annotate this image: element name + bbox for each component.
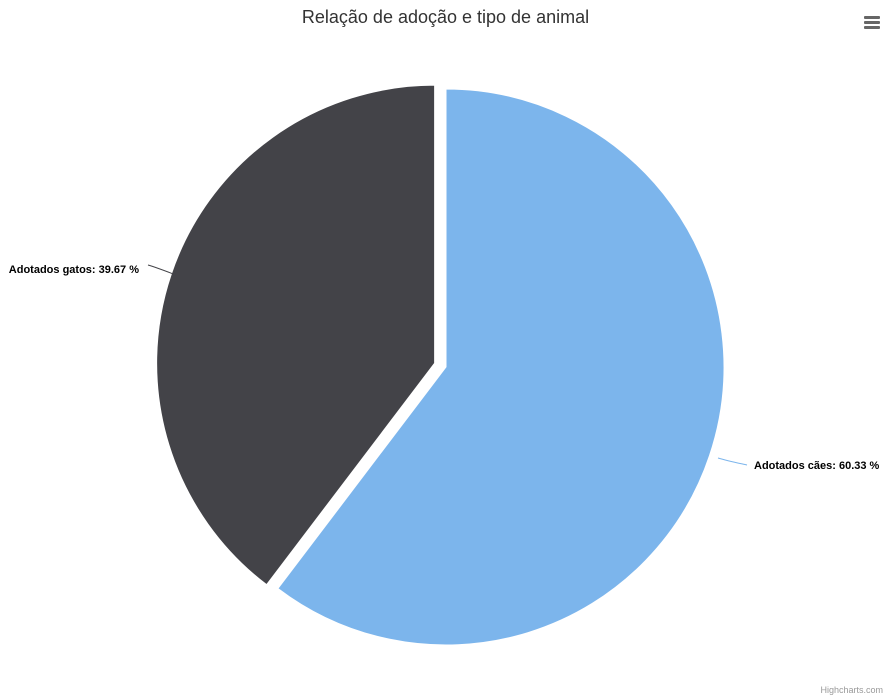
data-label: Adotados gatos: 39.67 % xyxy=(9,264,139,276)
pie-slice-adotados-gatos[interactable] xyxy=(156,84,436,586)
data-label: Adotados cães: 60.33 % xyxy=(754,460,880,472)
data-label-connector xyxy=(717,457,748,466)
data-label-connector xyxy=(147,264,177,276)
hamburger-menu-icon[interactable] xyxy=(862,12,882,32)
credits-link[interactable]: Highcharts.com xyxy=(820,685,883,695)
chart-title: Relação de adoção e tipo de animal xyxy=(301,7,590,27)
pie-slice-adotados-c-es[interactable] xyxy=(277,88,725,646)
